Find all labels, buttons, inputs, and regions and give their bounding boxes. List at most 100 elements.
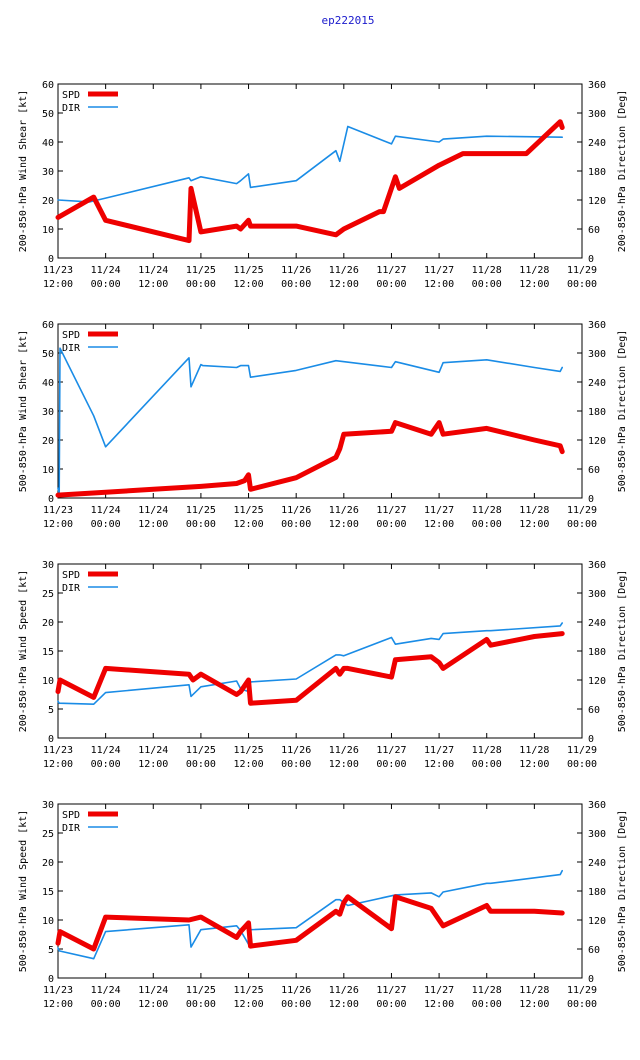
y-tick-label: 25	[42, 589, 54, 600]
y-tick-label: 25	[42, 829, 54, 840]
legend-label-spd: SPD	[62, 330, 80, 341]
chart-panel-1: 0 10 20 30 40 50 60 0 60 120 180 240 300 360 11/23 12:0…	[18, 80, 628, 290]
x-tick-label-time: 00:00	[186, 279, 216, 290]
x-tick-label-time: 12:00	[424, 519, 454, 530]
dir-series-line	[57, 347, 564, 495]
y-tick-label: 40	[42, 378, 54, 389]
x-tick-label-date: 11/25	[186, 985, 216, 996]
x-tick-label-time: 00:00	[281, 279, 311, 290]
y-tick-label: 5	[48, 945, 54, 956]
x-tick-label-date: 11/26	[329, 265, 359, 276]
x-tick-label-date: 11/27	[376, 505, 406, 516]
x-tick-label-time: 12:00	[43, 759, 73, 770]
x-tick-label-date: 11/28	[519, 985, 549, 996]
legend-label-spd: SPD	[62, 90, 80, 101]
x-tick-label-date: 11/28	[472, 505, 502, 516]
x-tick-label-date: 11/26	[329, 745, 359, 756]
x-tick-label-time: 00:00	[567, 759, 597, 770]
x-tick-label-date: 11/23	[43, 265, 73, 276]
x-tick-label-date: 11/29	[567, 745, 597, 756]
legend-label-spd: SPD	[62, 810, 80, 821]
x-tick-label-date: 11/25	[233, 985, 263, 996]
x-tick-label-date: 11/24	[138, 745, 168, 756]
dir-series-line	[57, 869, 564, 960]
y2-tick-label: 300	[588, 829, 606, 840]
x-tick-label-date: 11/26	[329, 985, 359, 996]
chart-panel-2: 0 10 20 30 40 50 60 0 60 120 180 240 300 360 11/23 12:0…	[18, 320, 628, 530]
x-tick-label-date: 11/25	[233, 505, 263, 516]
y2-tick-label: 0	[588, 974, 594, 985]
y-tick-label: 30	[42, 407, 54, 418]
y2-tick-label: 360	[588, 320, 606, 331]
x-tick-label-time: 00:00	[186, 999, 216, 1010]
legend-label-dir: DIR	[62, 823, 81, 834]
y2-tick-label: 60	[588, 705, 600, 716]
y2-tick-label: 240	[588, 858, 606, 869]
x-tick-label-time: 12:00	[233, 999, 263, 1010]
y2-tick-label: 300	[588, 589, 606, 600]
x-tick-label-time: 00:00	[281, 999, 311, 1010]
plot-frame	[57, 563, 583, 739]
x-tick-label-time: 12:00	[138, 759, 168, 770]
x-tick-label-time: 00:00	[91, 519, 121, 530]
x-tick-label-time: 12:00	[519, 519, 549, 530]
x-tick-label-time: 00:00	[567, 279, 597, 290]
x-tick-label-time: 12:00	[43, 279, 73, 290]
x-tick-label-time: 12:00	[329, 999, 359, 1010]
x-tick-label-date: 11/27	[376, 985, 406, 996]
y-tick-label: 0	[48, 734, 54, 745]
x-tick-label-date: 11/26	[281, 265, 311, 276]
x-tick-label-date: 11/27	[376, 745, 406, 756]
x-tick-label-time: 12:00	[424, 999, 454, 1010]
x-tick-label-time: 00:00	[567, 999, 597, 1010]
plot-frame	[57, 323, 583, 499]
spd-series-line	[55, 119, 565, 244]
y-tick-label: 20	[42, 196, 54, 207]
y-axis-label: 200-850-hPa Wind Speed [kt]	[18, 570, 29, 733]
y2-tick-label: 360	[588, 800, 606, 811]
dir-series-line	[57, 125, 564, 203]
y2-tick-label: 180	[588, 647, 606, 658]
x-tick-label-date: 11/24	[91, 745, 121, 756]
y-tick-label: 50	[42, 109, 54, 120]
y2-tick-label: 120	[588, 676, 606, 687]
y2-tick-label: 300	[588, 109, 606, 120]
x-tick-label-time: 00:00	[472, 279, 502, 290]
x-tick-label-time: 00:00	[91, 999, 121, 1010]
x-tick-label-date: 11/23	[43, 985, 73, 996]
x-tick-label-time: 00:00	[91, 279, 121, 290]
legend-label-dir: DIR	[62, 103, 81, 114]
y2-tick-label: 120	[588, 436, 606, 447]
x-tick-label-date: 11/29	[567, 985, 597, 996]
x-tick-label-time: 12:00	[138, 519, 168, 530]
x-tick-label-time: 00:00	[186, 519, 216, 530]
x-tick-label-date: 11/27	[424, 745, 454, 756]
x-tick-label-time: 12:00	[233, 519, 263, 530]
y-tick-label: 0	[48, 494, 54, 505]
x-tick-label-time: 00:00	[376, 759, 406, 770]
x-tick-label-time: 00:00	[567, 519, 597, 530]
legend-label-dir: DIR	[62, 583, 81, 594]
legend-label-spd: SPD	[62, 570, 80, 581]
y-tick-label: 10	[42, 916, 54, 927]
y2-tick-label: 240	[588, 138, 606, 149]
x-tick-label-date: 11/28	[472, 745, 502, 756]
x-tick-label-date: 11/26	[329, 505, 359, 516]
y2-tick-label: 360	[588, 560, 606, 571]
y-tick-label: 30	[42, 167, 54, 178]
x-tick-label-time: 12:00	[519, 999, 549, 1010]
x-tick-label-date: 11/26	[281, 985, 311, 996]
x-tick-label-date: 11/27	[424, 985, 454, 996]
y-tick-label: 40	[42, 138, 54, 149]
x-tick-label-time: 12:00	[233, 279, 263, 290]
x-tick-label-date: 11/29	[567, 505, 597, 516]
y2-tick-label: 0	[588, 254, 594, 265]
chart-panel-4: 05101520253006012018024030036011/2312:00…	[18, 800, 628, 1010]
y2-tick-label: 60	[588, 945, 600, 956]
plot-frame	[57, 803, 583, 979]
x-tick-label-time: 12:00	[43, 999, 73, 1010]
y-tick-label: 50	[42, 349, 54, 360]
x-tick-label-time: 12:00	[424, 279, 454, 290]
x-tick-label-date: 11/25	[233, 265, 263, 276]
